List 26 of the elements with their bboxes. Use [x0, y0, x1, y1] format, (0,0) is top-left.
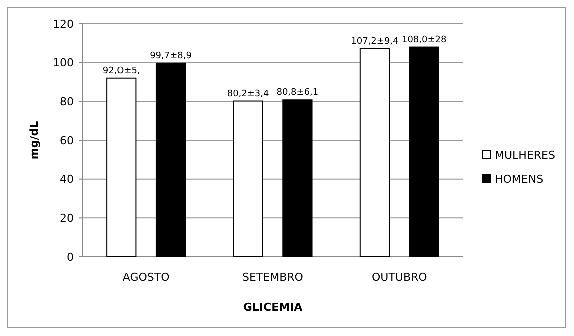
- y-tick-label: 40: [60, 173, 74, 186]
- bar: [409, 46, 440, 258]
- data-label: 80,8±6,1: [276, 88, 319, 98]
- x-tick-label: OUTUBRO: [372, 271, 428, 284]
- x-tick-label: AGOSTO: [122, 271, 170, 284]
- x-axis-title: GLICEMIA: [243, 301, 304, 314]
- y-tick-label: 120: [53, 18, 74, 31]
- bar: [360, 48, 390, 258]
- bar: [156, 62, 186, 258]
- data-label: 99,7±8,9: [150, 51, 192, 62]
- data-label: 107,2±9,4: [351, 36, 400, 47]
- y-axis-title: mg/dL: [28, 121, 41, 160]
- legend-label: HOMENS: [495, 172, 544, 186]
- data-label: 108,0±28: [402, 35, 448, 46]
- y-tick-label: 0: [67, 250, 74, 264]
- x-tick-label: SETEMBRO: [242, 271, 304, 284]
- bar: [106, 78, 137, 258]
- y-tick-label: 100: [53, 56, 74, 70]
- y-tick-label: 60: [60, 134, 74, 148]
- bar: [282, 100, 313, 258]
- y-tick-label: 80: [60, 96, 74, 109]
- data-label: 80,2±3,4: [227, 89, 270, 100]
- data-label: 92,O±5,: [102, 66, 140, 76]
- bar: [233, 100, 264, 258]
- legend-label: MULHERES: [495, 148, 556, 162]
- y-tick-label: 20: [60, 212, 74, 226]
